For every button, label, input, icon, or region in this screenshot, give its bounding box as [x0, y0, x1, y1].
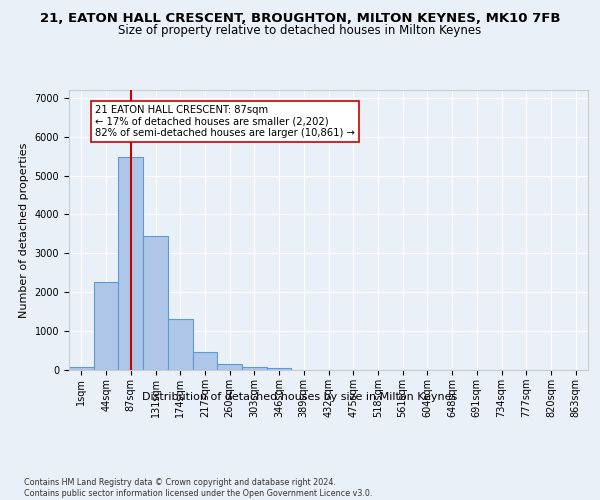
Text: 21 EATON HALL CRESCENT: 87sqm
← 17% of detached houses are smaller (2,202)
82% o: 21 EATON HALL CRESCENT: 87sqm ← 17% of d…: [95, 105, 355, 138]
Y-axis label: Number of detached properties: Number of detached properties: [19, 142, 29, 318]
Bar: [217, 364, 242, 370]
Bar: [242, 366, 267, 370]
Bar: [69, 367, 94, 370]
Text: 21, EATON HALL CRESCENT, BROUGHTON, MILTON KEYNES, MK10 7FB: 21, EATON HALL CRESCENT, BROUGHTON, MILT…: [40, 12, 560, 26]
Text: Distribution of detached houses by size in Milton Keynes: Distribution of detached houses by size …: [142, 392, 458, 402]
Bar: [168, 319, 193, 370]
Bar: [118, 157, 143, 370]
Bar: [193, 352, 217, 370]
Bar: [94, 282, 118, 370]
Text: Contains HM Land Registry data © Crown copyright and database right 2024.
Contai: Contains HM Land Registry data © Crown c…: [24, 478, 373, 498]
Bar: [267, 368, 292, 370]
Text: Size of property relative to detached houses in Milton Keynes: Size of property relative to detached ho…: [118, 24, 482, 37]
Bar: [143, 236, 168, 370]
